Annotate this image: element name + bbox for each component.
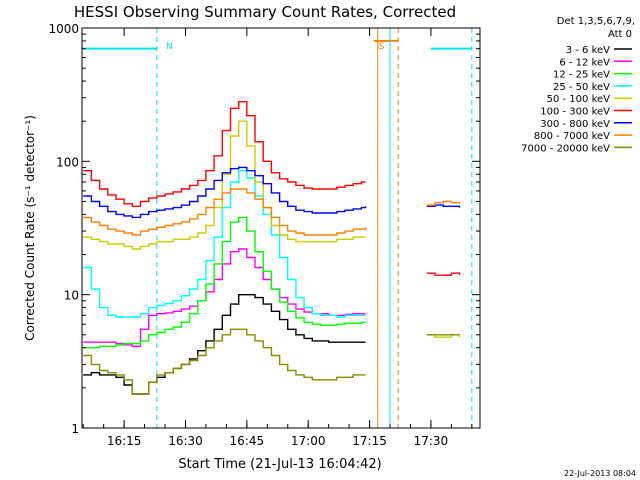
y-tick-label: 1000 <box>48 22 79 36</box>
x-tick-label: 17:30 <box>414 434 449 448</box>
legend-label: 7000 - 20000 keV <box>521 143 610 154</box>
timestamp: 22-Jul-2013 08:04 <box>564 469 636 478</box>
legend-label: 300 - 800 keV <box>540 119 610 130</box>
x-axis-label: Start Time (21-Jul-13 16:04:42) <box>178 457 381 472</box>
annotation-s: S <box>379 42 385 52</box>
legend-title-line-1: Det 1,3,5,6,7,9, <box>557 16 635 27</box>
plot-frame <box>81 27 481 429</box>
y-tick-label: 1 <box>71 422 79 436</box>
legend-label: 50 - 100 keV <box>547 94 611 105</box>
x-tick-label: 17:15 <box>352 434 387 448</box>
series-line-12-25-kev <box>83 216 366 349</box>
legend-label: 3 - 6 keV <box>566 45 610 56</box>
legend-label: 800 - 7000 keV <box>534 131 610 142</box>
x-tick-label: 16:15 <box>107 434 142 448</box>
legend-label: 25 - 50 keV <box>553 82 610 93</box>
legend-label: 6 - 12 keV <box>559 57 610 68</box>
y-tick-label: 10 <box>64 289 79 303</box>
y-axis-label: Corrected Count Rate (s⁻¹ detector⁻¹) <box>23 115 37 341</box>
legend-label: 100 - 300 keV <box>540 107 610 118</box>
series-line-7000-20000-kev <box>83 328 460 395</box>
series-line-100-300-kev <box>83 101 461 276</box>
series-line-6-12-kev <box>83 248 366 347</box>
x-tick-label: 16:30 <box>168 434 203 448</box>
legend-title-line-2: Att 0 <box>608 29 632 40</box>
series-line-800-7000-kev <box>83 188 461 236</box>
annotation-n: N <box>166 42 173 52</box>
x-tick-label: 16:45 <box>230 434 265 448</box>
series-line-300-800-kev <box>83 166 461 219</box>
x-tick-label: 17:00 <box>291 434 326 448</box>
chart-title: HESSI Observing Summary Count Rates, Cor… <box>74 3 456 21</box>
legend-label: 12 - 25 keV <box>553 70 610 81</box>
y-tick-label: 100 <box>56 155 79 169</box>
